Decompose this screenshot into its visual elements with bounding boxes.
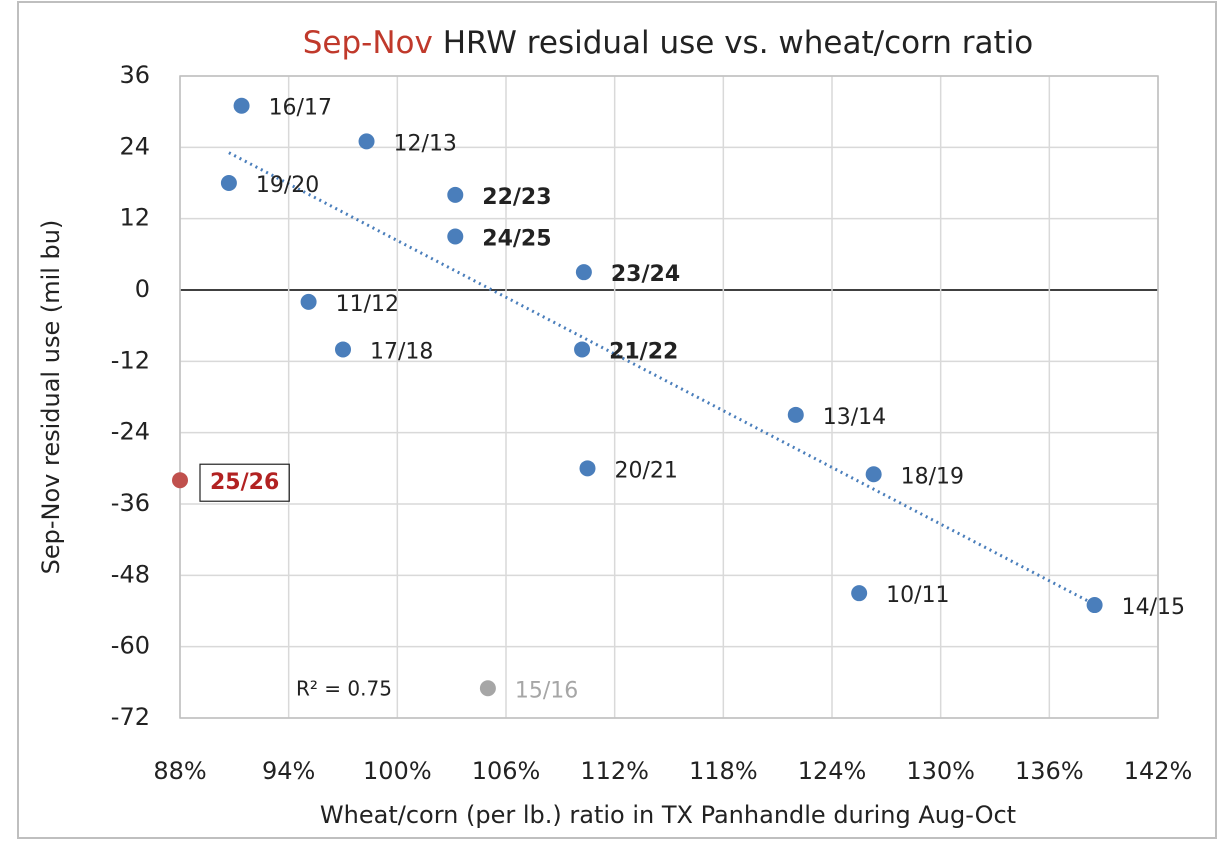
point-label: 18/19 <box>901 464 964 489</box>
r-squared: R² = 0.75 <box>296 677 392 701</box>
data-point <box>580 460 596 476</box>
x-axis-label: Wheat/corn (per lb.) ratio in TX Panhand… <box>320 801 1016 829</box>
y-tick-label: -60 <box>111 632 150 660</box>
x-tick-label: 88% <box>153 757 206 785</box>
data-point <box>788 407 804 423</box>
point-label: 20/21 <box>615 458 678 483</box>
y-tick-label: 0 <box>135 275 150 303</box>
x-tick-label: 130% <box>906 757 975 785</box>
point-label: 14/15 <box>1122 595 1185 620</box>
y-tick-label: -72 <box>111 703 150 731</box>
y-tick-label: 24 <box>119 132 150 160</box>
point-label: 24/25 <box>482 227 551 252</box>
data-point <box>1087 597 1103 613</box>
x-tick-label: 106% <box>472 757 541 785</box>
data-point <box>359 133 375 149</box>
data-point <box>480 680 496 696</box>
point-label: 21/22 <box>609 339 678 364</box>
x-tick-label: 142% <box>1124 757 1193 785</box>
y-axis-label: Sep-Nov residual use (mil bu) <box>37 220 65 575</box>
y-tick-label: 12 <box>119 204 150 232</box>
y-tick-label: -24 <box>111 418 150 446</box>
x-tick-label: 124% <box>798 757 867 785</box>
point-label: 12/13 <box>394 131 457 156</box>
point-label: 13/14 <box>823 405 886 430</box>
x-tick-label: 100% <box>363 757 432 785</box>
point-label: 16/17 <box>269 96 332 121</box>
data-point <box>447 229 463 245</box>
point-label: 23/24 <box>611 262 680 287</box>
x-tick-label: 118% <box>689 757 758 785</box>
point-label: 22/23 <box>482 185 551 210</box>
point-label: 17/18 <box>370 339 433 364</box>
data-point <box>574 341 590 357</box>
data-point <box>576 264 592 280</box>
data-point <box>335 341 351 357</box>
point-label: 11/12 <box>336 292 399 317</box>
chart-frame <box>18 2 1216 838</box>
data-point <box>172 472 188 488</box>
x-tick-label: 94% <box>262 757 315 785</box>
data-point <box>851 585 867 601</box>
x-tick-label: 112% <box>580 757 649 785</box>
title-highlight: Sep-Nov <box>303 25 433 61</box>
data-point <box>221 175 237 191</box>
chart-title: Sep-Nov HRW residual use vs. wheat/corn … <box>303 25 1034 61</box>
data-point <box>866 466 882 482</box>
data-point <box>301 294 317 310</box>
point-label: 25/26 <box>210 470 279 495</box>
data-point <box>447 187 463 203</box>
data-point <box>234 98 250 114</box>
chart: Sep-Nov HRW residual use vs. wheat/corn … <box>0 0 1219 841</box>
x-tick-label: 136% <box>1015 757 1084 785</box>
y-tick-label: -36 <box>111 489 150 517</box>
point-label: 10/11 <box>886 583 949 608</box>
y-tick-label: -48 <box>111 560 150 588</box>
y-tick-label: 36 <box>119 61 150 89</box>
y-tick-label: -12 <box>111 346 150 374</box>
point-label: 19/20 <box>256 173 319 198</box>
title-text: HRW residual use vs. wheat/corn ratio <box>443 25 1034 61</box>
point-label: 15/16 <box>515 678 578 703</box>
